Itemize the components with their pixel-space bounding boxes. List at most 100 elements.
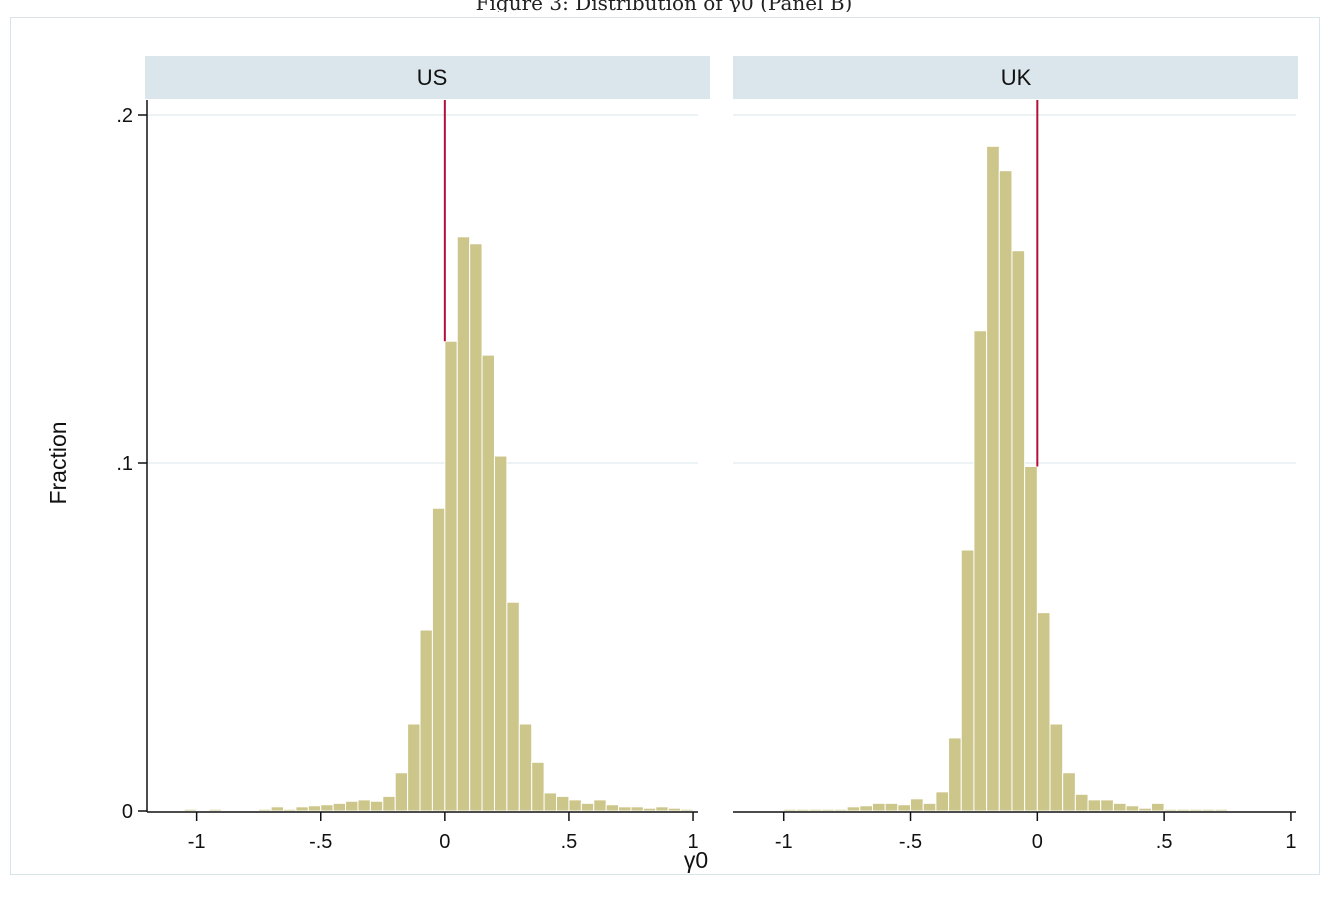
x-tick-label: -1: [188, 831, 206, 853]
histogram-bar: [1138, 807, 1152, 812]
histogram-bar: [986, 145, 1000, 812]
histogram-bar: [1125, 805, 1140, 812]
histogram-bar: [1011, 250, 1026, 812]
histogram-bar: [948, 737, 962, 812]
x-tick-label: 1: [687, 831, 698, 853]
histogram-bar: [357, 799, 371, 812]
histogram-bar: [506, 601, 520, 812]
strip-label-uk: UK: [1001, 65, 1032, 90]
histogram-bar: [859, 805, 873, 812]
histogram-bar: [196, 809, 210, 812]
histogram-bar: [1100, 799, 1114, 812]
histogram-bar: [283, 808, 297, 812]
histogram-bar: [833, 808, 848, 812]
histogram-bar: [935, 791, 950, 812]
gridlines-us: [147, 114, 698, 464]
histogram-bar: [220, 809, 235, 812]
histogram-bar: [593, 799, 607, 812]
histogram-bar: [345, 800, 359, 812]
histogram-bar: [258, 808, 272, 812]
histogram-bar: [431, 507, 446, 812]
histogram-bar: [630, 806, 644, 812]
strip-uk: [733, 56, 1298, 99]
histogram-bar: [605, 804, 620, 812]
x-axis-title: γ0: [684, 847, 708, 873]
histogram-bar: [667, 807, 682, 812]
bars-uk: [783, 145, 1229, 812]
bars-us: [183, 236, 694, 812]
histogram-bar: [270, 806, 285, 812]
histogram-bar: [444, 340, 458, 812]
x-tick-label: 0: [1032, 831, 1043, 853]
xticks-us: -1 -.5 0 .5 1: [188, 812, 699, 853]
xticks-uk: -1 -.5 0 .5 1: [775, 812, 1296, 853]
histogram-bar: [871, 802, 886, 812]
y-tick-label: .1: [116, 453, 133, 475]
histogram-bar: [295, 806, 309, 812]
histogram-bar: [382, 795, 396, 812]
histogram-bar: [307, 805, 322, 812]
histogram-bar: [846, 806, 861, 812]
strip-us: [145, 56, 710, 99]
histogram-bar: [469, 243, 483, 812]
x-tick-label: .5: [1156, 831, 1173, 853]
histogram-bar: [1176, 808, 1190, 812]
histogram-bar: [208, 808, 222, 812]
histogram-bar: [394, 772, 409, 812]
histogram-bar: [1036, 612, 1051, 812]
histogram-bar: [680, 808, 694, 812]
histogram-bar: [618, 806, 632, 812]
histogram-bar: [1163, 808, 1178, 812]
histogram-bar: [1150, 802, 1165, 812]
y-axis-title: Fraction: [45, 421, 71, 504]
histogram-bar: [795, 808, 810, 812]
histogram-bar: [1024, 465, 1038, 812]
histogram-bar: [493, 455, 508, 812]
histogram-bar: [642, 807, 657, 812]
x-tick-label: .5: [561, 831, 578, 853]
histogram-bar: [1049, 723, 1064, 812]
x-tick-label: 1: [1285, 831, 1296, 853]
histogram-bar: [456, 236, 471, 812]
histogram-bar: [233, 809, 247, 812]
histogram-bar: [1201, 808, 1216, 812]
histogram-bar: [332, 802, 347, 812]
histogram-bar: [568, 799, 582, 812]
histogram-bar: [556, 795, 570, 812]
yticks-us: 0 .1 .2: [116, 105, 147, 823]
histogram-bar: [407, 723, 421, 812]
histogram-bar: [910, 798, 924, 812]
histogram-bar: [531, 761, 545, 812]
figure-frame: [10, 17, 1320, 875]
histogram-bar: [655, 806, 669, 812]
histogram-bar: [183, 808, 198, 812]
histogram-bar: [897, 804, 912, 812]
histogram-bar: [245, 809, 260, 812]
histogram-bar: [998, 170, 1013, 812]
x-tick-label: 0: [439, 831, 450, 853]
histogram-bar: [1112, 802, 1127, 812]
histogram-bar: [1062, 772, 1076, 812]
histogram-bar: [369, 800, 384, 812]
y-tick-label: 0: [122, 801, 133, 823]
histogram-bar: [481, 354, 495, 812]
histogram-bar: [1214, 808, 1229, 812]
x-tick-label: -1: [775, 831, 793, 853]
strip-label-us: US: [417, 65, 448, 90]
histogram-bar: [419, 629, 433, 812]
panel-us: US 0 .1 .2 -1 -.5 0 .5 1: [116, 56, 710, 853]
x-tick-label: -.5: [309, 831, 332, 853]
histogram-bar: [973, 330, 988, 812]
histogram-bar: [1087, 799, 1102, 812]
histogram-bar: [884, 802, 899, 812]
histogram-bar: [1188, 808, 1203, 812]
histogram-bar: [821, 808, 835, 812]
histogram-bar: [320, 804, 334, 812]
histogram-bar: [518, 723, 533, 812]
histogram-bar: [580, 802, 595, 812]
x-tick-label: -.5: [899, 831, 922, 853]
histogram-bar: [922, 802, 937, 812]
histogram-bar: [1074, 793, 1089, 812]
histogram-bar: [543, 792, 558, 812]
